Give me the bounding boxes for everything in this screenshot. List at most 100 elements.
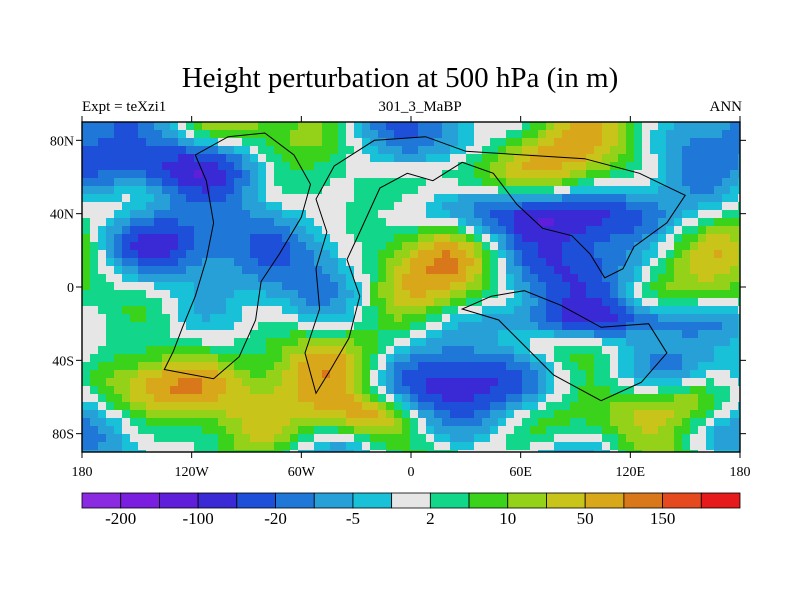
field-cell	[122, 298, 131, 307]
field-cell	[178, 354, 187, 363]
field-cell	[178, 338, 187, 347]
field-cell	[170, 434, 179, 443]
field-cell	[306, 242, 315, 251]
field-cell	[690, 306, 699, 315]
field-cell	[274, 258, 283, 267]
field-cell	[642, 178, 651, 187]
field-cell	[578, 338, 587, 347]
field-cell	[506, 154, 515, 163]
field-cell	[618, 234, 627, 243]
field-cell	[642, 258, 651, 267]
field-cell	[218, 378, 227, 387]
field-cell	[538, 130, 547, 139]
field-cell	[618, 122, 627, 131]
field-cell	[130, 162, 139, 171]
field-cell	[466, 242, 475, 251]
field-cell	[274, 418, 283, 427]
field-cell	[538, 146, 547, 155]
field-cell	[690, 130, 699, 139]
field-cell	[362, 426, 371, 435]
field-cell	[162, 426, 171, 435]
field-cell	[106, 402, 115, 411]
field-cell	[698, 274, 707, 283]
field-cell	[690, 202, 699, 211]
field-cell	[266, 346, 275, 355]
field-cell	[170, 242, 179, 251]
field-cell	[730, 250, 739, 259]
field-cell	[506, 138, 515, 147]
field-cell	[546, 314, 555, 323]
field-cell	[722, 162, 731, 171]
field-cell	[682, 322, 691, 331]
field-cell	[450, 234, 459, 243]
field-cell	[434, 434, 443, 443]
field-cell	[402, 426, 411, 435]
field-cell	[274, 378, 283, 387]
field-cell	[266, 330, 275, 339]
field-cell	[570, 450, 579, 452]
field-cell	[738, 394, 740, 403]
field-cell	[514, 418, 523, 427]
field-cell	[82, 290, 91, 299]
field-cell	[338, 130, 347, 139]
field-cell	[194, 210, 203, 219]
field-cell	[194, 250, 203, 259]
field-cell	[122, 402, 131, 411]
field-cell	[506, 258, 515, 267]
field-cell	[738, 178, 740, 187]
field-cell	[442, 130, 451, 139]
field-cell	[410, 282, 419, 291]
field-cell	[314, 362, 323, 371]
field-cell	[450, 242, 459, 251]
field-cell	[682, 378, 691, 387]
field-cell	[658, 138, 667, 147]
field-cell	[570, 266, 579, 275]
field-cell	[138, 410, 147, 419]
field-cell	[586, 274, 595, 283]
field-cell	[234, 250, 243, 259]
field-cell	[570, 410, 579, 419]
field-cell	[338, 274, 347, 283]
field-cell	[474, 170, 483, 179]
field-cell	[682, 338, 691, 347]
field-cell	[722, 362, 731, 371]
field-cell	[154, 410, 163, 419]
field-cell	[698, 202, 707, 211]
field-cell	[274, 402, 283, 411]
field-cell	[386, 218, 395, 227]
field-cell	[122, 218, 131, 227]
field-cell	[474, 290, 483, 299]
field-cell	[210, 434, 219, 443]
field-cell	[442, 362, 451, 371]
field-cell	[186, 354, 195, 363]
field-cell	[82, 322, 91, 331]
field-cell	[114, 442, 123, 451]
field-cell	[202, 290, 211, 299]
case-label: 301_3_MaBP	[378, 99, 462, 115]
field-cell	[234, 242, 243, 251]
field-cell	[698, 146, 707, 155]
field-cell	[514, 386, 523, 395]
field-cell	[722, 346, 731, 355]
field-cell	[178, 410, 187, 419]
field-cell	[138, 266, 147, 275]
field-cell	[506, 362, 515, 371]
field-cell	[178, 378, 187, 387]
field-cell	[738, 210, 740, 219]
field-cell	[250, 450, 259, 452]
field-cell	[402, 442, 411, 451]
field-cell	[98, 322, 107, 331]
field-cell	[138, 274, 147, 283]
field-cell	[658, 434, 667, 443]
field-cell	[642, 170, 651, 179]
field-cell	[554, 330, 563, 339]
field-cell	[354, 394, 363, 403]
field-cell	[122, 154, 131, 163]
field-cell	[242, 266, 251, 275]
field-cell	[386, 322, 395, 331]
field-cell	[338, 370, 347, 379]
field-cell	[314, 146, 323, 155]
field-cell	[458, 322, 467, 331]
field-cell	[538, 282, 547, 291]
field-cell	[258, 346, 267, 355]
